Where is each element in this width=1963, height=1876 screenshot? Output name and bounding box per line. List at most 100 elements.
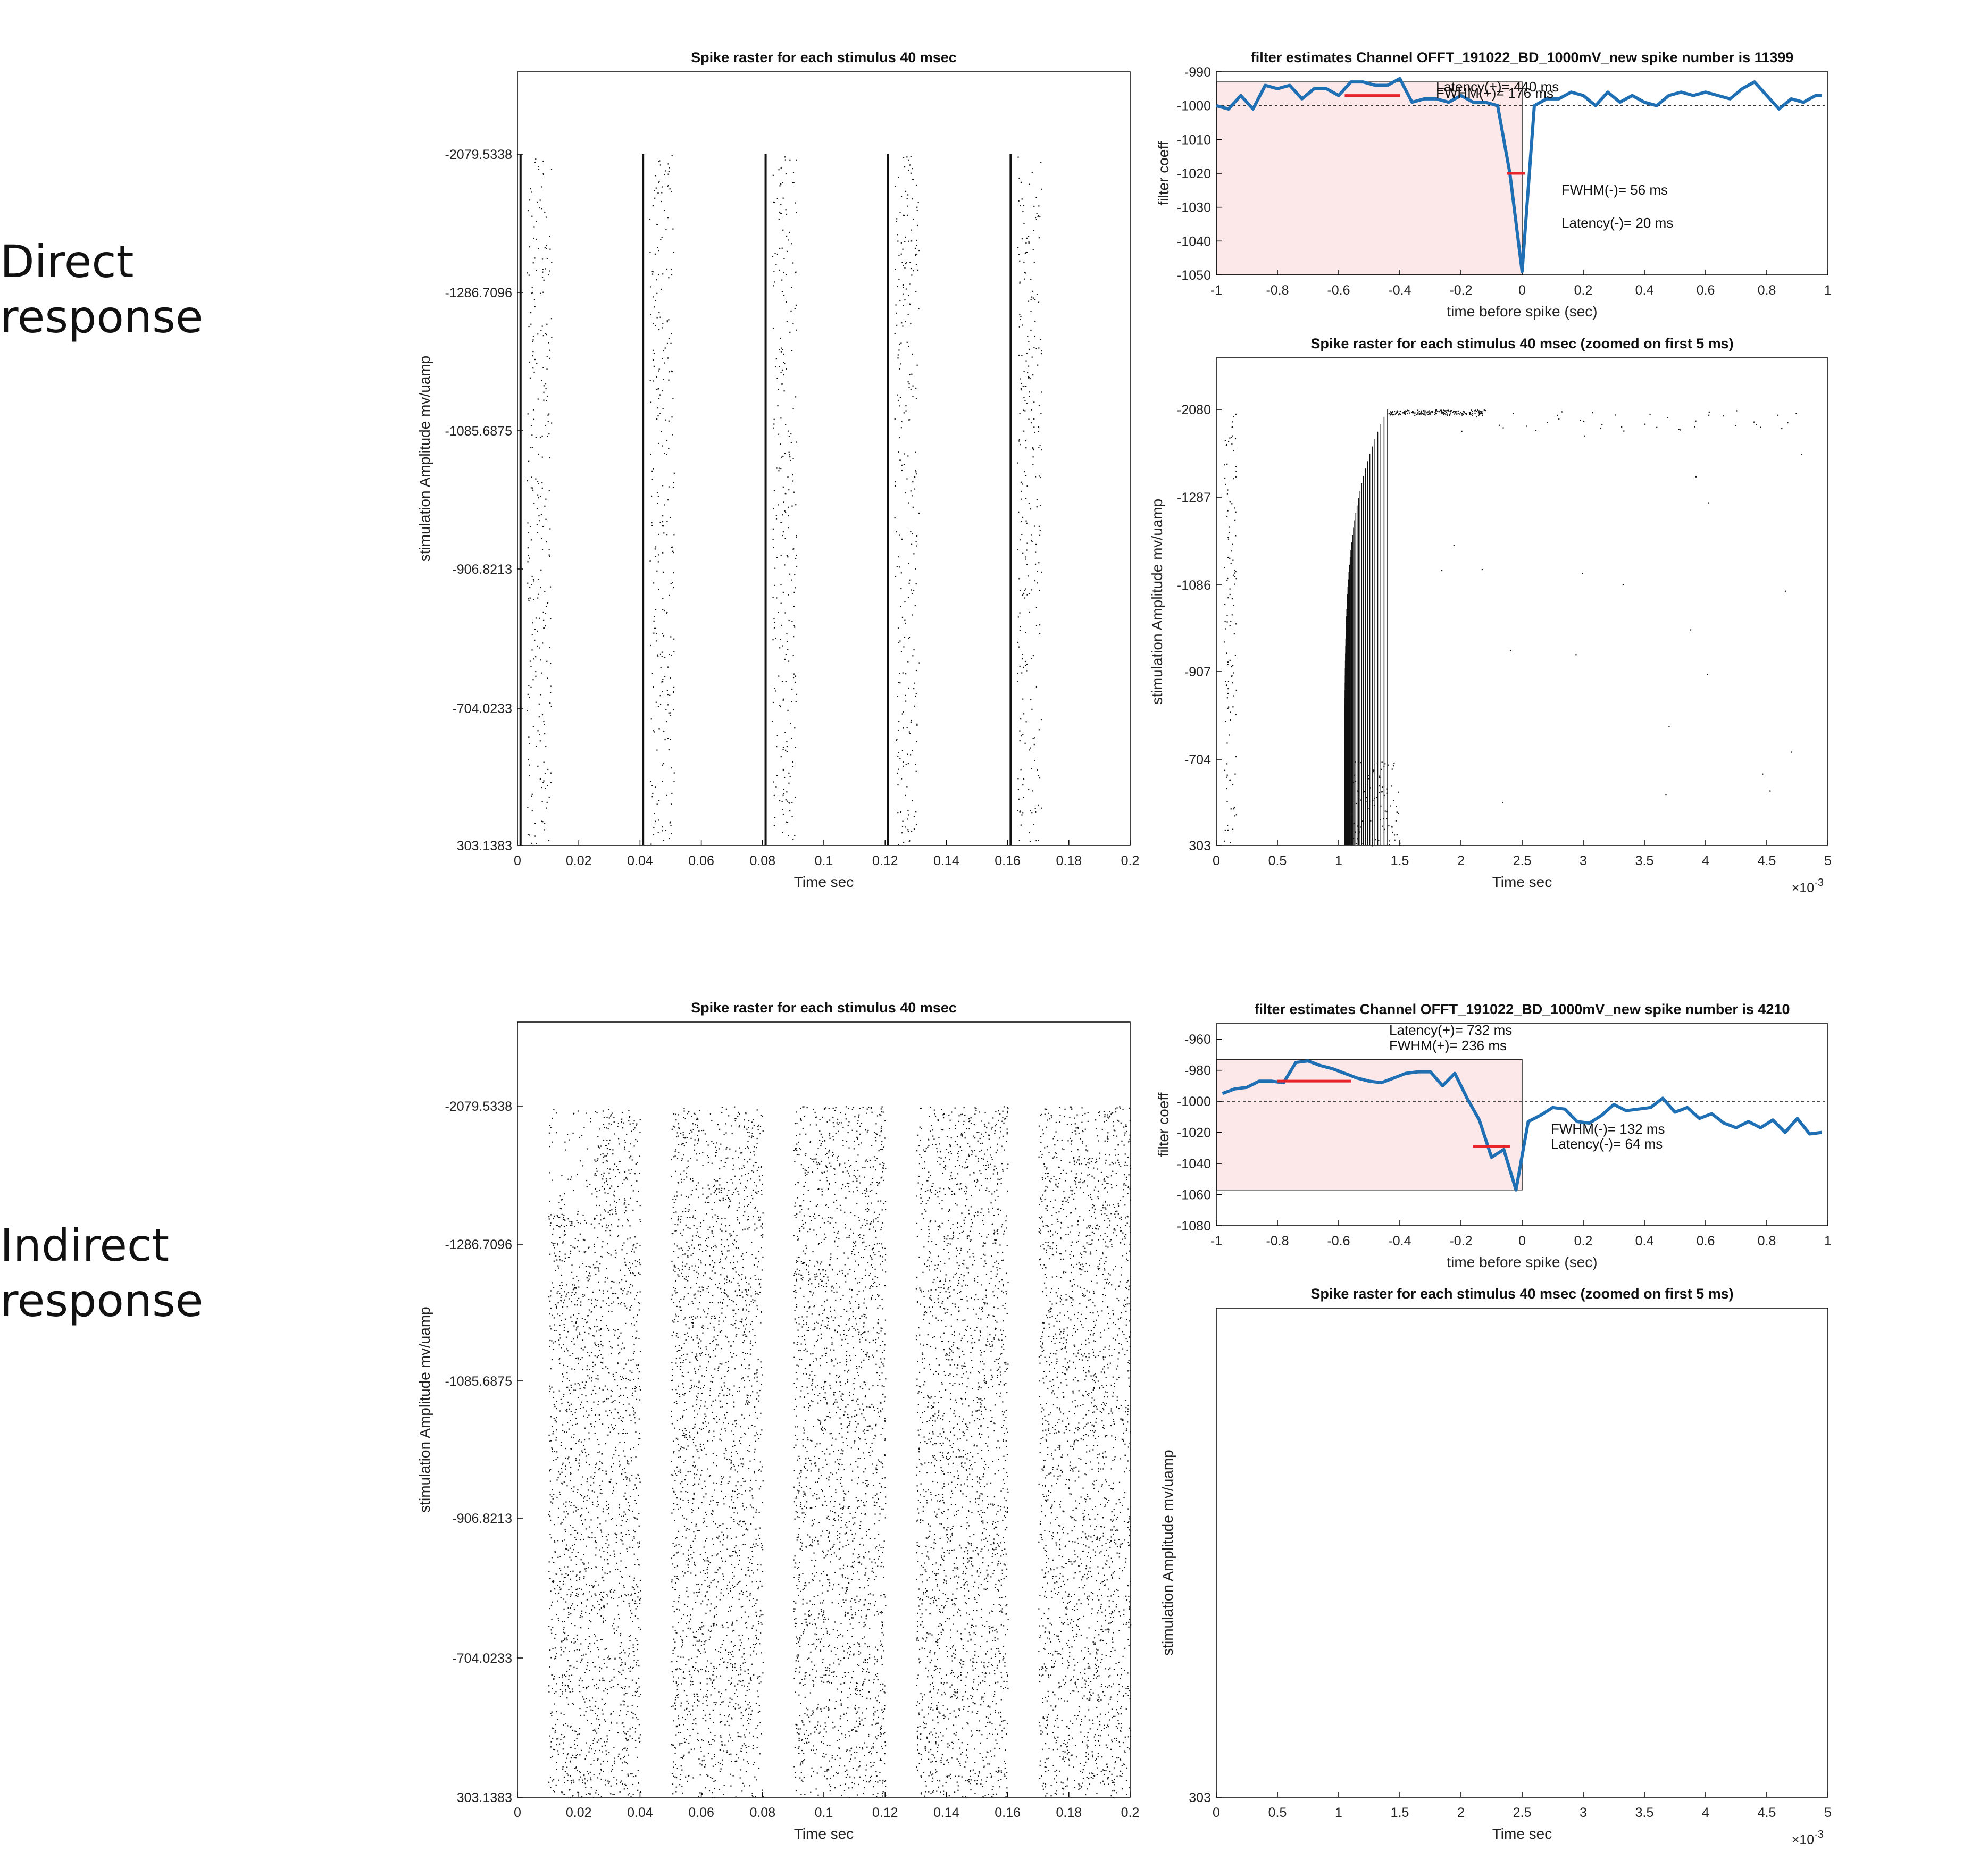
spike-point xyxy=(594,1227,596,1229)
spike-point xyxy=(903,841,905,843)
spike-point xyxy=(1023,262,1025,263)
spike-point xyxy=(762,1212,764,1214)
spike-point xyxy=(553,1494,555,1495)
spike-point xyxy=(908,170,909,171)
y-tick-label: -2079.5338 xyxy=(445,147,512,162)
spike-point xyxy=(750,1679,752,1681)
spike-point xyxy=(574,1238,576,1240)
spike-point xyxy=(748,1451,750,1453)
spike-point xyxy=(1561,411,1563,413)
spike-point xyxy=(1404,413,1405,414)
spike-point xyxy=(1429,413,1430,414)
spike-point xyxy=(618,1219,620,1221)
spike-point xyxy=(651,470,653,472)
spike-point xyxy=(606,1148,608,1150)
spike-point xyxy=(552,1117,553,1119)
spike-point xyxy=(558,1339,560,1341)
spike-point xyxy=(781,801,783,802)
spike-point xyxy=(671,833,672,835)
spike-point xyxy=(632,1272,634,1274)
spike-point xyxy=(637,1261,638,1262)
spike-point xyxy=(1450,412,1451,414)
spike-point xyxy=(1615,414,1616,416)
spike-point xyxy=(628,1502,629,1503)
spike-point xyxy=(781,347,782,349)
spike-point xyxy=(897,286,898,287)
spike-point xyxy=(900,811,902,813)
spike-point xyxy=(550,1328,552,1330)
spike-point xyxy=(792,182,793,184)
spike-point xyxy=(777,405,779,407)
spike-point xyxy=(612,1765,613,1767)
spike-point xyxy=(633,1408,634,1409)
spike-point xyxy=(600,1556,602,1558)
spike-point xyxy=(536,508,538,509)
spike-point xyxy=(557,1471,559,1473)
spike-point xyxy=(638,1782,639,1784)
spike-point xyxy=(733,1255,734,1257)
x-tick-label: 0.08 xyxy=(749,853,775,868)
spike-point xyxy=(909,262,911,263)
spike-point xyxy=(671,1298,673,1300)
spike-point xyxy=(738,1247,739,1249)
spike-point xyxy=(603,1605,605,1606)
spike-point xyxy=(596,1718,597,1720)
spike-point xyxy=(688,1703,689,1704)
spike-point xyxy=(628,1151,630,1152)
spike-point xyxy=(633,1588,635,1590)
spike-point xyxy=(555,1306,557,1308)
spike-point xyxy=(1228,706,1230,708)
spike-point xyxy=(898,768,899,770)
spike-point xyxy=(569,1556,571,1558)
spike-point xyxy=(788,782,790,784)
spike-point xyxy=(1017,247,1019,248)
spike-point xyxy=(1226,774,1228,776)
spike-point xyxy=(549,1534,551,1535)
spike-point xyxy=(1025,242,1027,244)
spike-point xyxy=(724,1744,726,1746)
spike-point xyxy=(721,1307,723,1309)
spike-point xyxy=(1384,828,1385,830)
spike-point xyxy=(589,1184,591,1185)
spike-point xyxy=(634,1298,636,1300)
spike-point xyxy=(569,1380,570,1381)
spike-point xyxy=(584,1448,586,1451)
spike-point xyxy=(756,1292,758,1294)
spike-point xyxy=(553,1728,555,1729)
spike-point xyxy=(784,159,787,161)
spike-point xyxy=(697,1584,699,1585)
spike-points xyxy=(527,155,1042,845)
spike-point xyxy=(561,1649,562,1651)
spike-point xyxy=(690,1194,692,1196)
spike-point xyxy=(1785,590,1786,592)
spike-point xyxy=(559,1251,561,1253)
spike-point xyxy=(781,456,782,458)
spike-point xyxy=(570,1613,572,1615)
spike-point xyxy=(552,1727,553,1729)
spike-point xyxy=(788,506,789,508)
spike-point xyxy=(629,1414,631,1416)
spike-point xyxy=(796,441,797,443)
spike-point xyxy=(553,1260,555,1262)
spike-point xyxy=(692,1428,694,1429)
spike-point xyxy=(733,1502,734,1503)
spike-point xyxy=(1229,734,1230,736)
spike-point xyxy=(657,492,658,493)
spike-point xyxy=(758,1469,760,1470)
spike-point xyxy=(611,1424,612,1426)
spike-point xyxy=(1462,413,1464,414)
spike-point xyxy=(1231,666,1232,668)
spike-point xyxy=(1230,562,1232,564)
spike-point xyxy=(691,1676,692,1678)
spike-point xyxy=(902,820,904,822)
spike-point xyxy=(707,1572,708,1574)
spike-point xyxy=(1022,552,1024,554)
spike-point xyxy=(559,1473,561,1475)
spike-point xyxy=(624,1140,625,1141)
spike-point xyxy=(1039,475,1040,477)
spike-point xyxy=(563,1608,565,1610)
spike-point xyxy=(637,1756,638,1758)
spike-point xyxy=(709,1677,711,1679)
spike-point xyxy=(1038,215,1040,217)
spike-point xyxy=(1028,341,1030,342)
